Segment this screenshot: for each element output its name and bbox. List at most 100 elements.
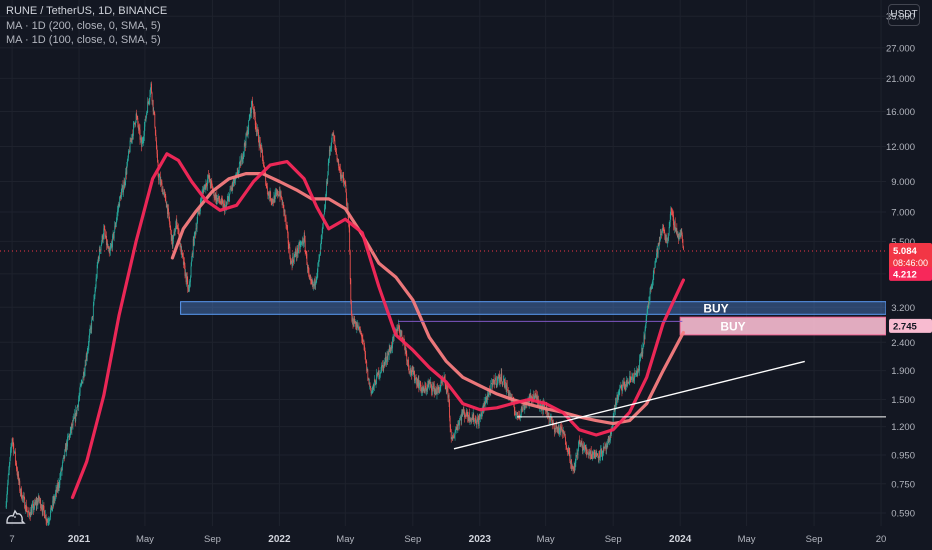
candle <box>215 194 217 201</box>
candle <box>439 387 441 389</box>
candle <box>21 497 23 500</box>
candle <box>140 138 141 140</box>
candle <box>358 326 359 330</box>
candle <box>163 192 164 195</box>
candle <box>282 202 284 206</box>
candle <box>203 189 205 192</box>
candle <box>306 253 308 265</box>
candle <box>440 381 442 383</box>
candle <box>509 392 510 394</box>
candle <box>132 124 134 136</box>
price-tick-label: 0.590 <box>891 508 915 519</box>
candle <box>271 200 273 202</box>
candle <box>466 410 468 416</box>
candle <box>537 396 538 403</box>
price-tick-label: 12.000 <box>886 142 915 153</box>
candle <box>317 261 319 264</box>
candle <box>360 332 362 335</box>
candle <box>96 277 98 279</box>
candle <box>499 374 500 383</box>
candle <box>663 229 665 231</box>
candle <box>291 261 293 266</box>
candle <box>373 379 375 387</box>
candle <box>494 382 496 385</box>
candle <box>646 309 648 315</box>
candle <box>136 116 138 119</box>
tradingview-logo-icon[interactable] <box>4 505 26 527</box>
candle <box>472 414 474 421</box>
ma200-legend[interactable]: MA · 1D (200, close, 0, SMA, 5) <box>6 19 161 32</box>
price-tick-label: 21.000 <box>886 74 915 85</box>
candle <box>117 210 118 216</box>
candle <box>171 235 173 241</box>
candle <box>678 233 679 240</box>
candle <box>436 388 438 395</box>
candle <box>67 436 68 447</box>
candle <box>139 129 141 140</box>
candle <box>313 284 315 287</box>
candle <box>426 389 428 390</box>
chart-legend: RUNE / TetherUS, 1D, BINANCE MA · 1D (20… <box>6 4 167 48</box>
candle <box>646 314 648 320</box>
ma100-legend[interactable]: MA · 1D (100, close, 0, SMA, 5) <box>6 34 161 46</box>
candle <box>282 202 284 205</box>
candle <box>268 192 269 197</box>
candle <box>66 442 67 453</box>
candle <box>308 272 310 276</box>
candle <box>547 413 549 416</box>
candle <box>422 387 424 390</box>
candle <box>26 511 28 512</box>
candle <box>278 194 280 196</box>
candle <box>469 418 471 421</box>
candle <box>192 238 194 255</box>
currency-badge[interactable]: USDT <box>888 4 920 26</box>
candle <box>446 385 448 392</box>
candle <box>294 251 296 256</box>
candle <box>589 451 591 455</box>
candle <box>366 361 368 372</box>
candle <box>360 330 362 333</box>
candle <box>7 474 9 484</box>
candle <box>239 160 241 163</box>
candle <box>209 175 211 182</box>
ma200-line <box>170 172 685 426</box>
time-tick-label: Sep <box>404 534 421 545</box>
candle <box>124 181 126 186</box>
time-axis[interactable]: 7 2021 May Sep 2022 May Sep 2023 May Sep 2024 May Se… <box>0 526 932 550</box>
candle <box>354 318 356 324</box>
candle <box>506 385 508 391</box>
candle <box>554 427 555 432</box>
time-tick-label: 2021 <box>68 534 91 545</box>
candle <box>118 203 119 209</box>
candle <box>629 376 631 383</box>
candle <box>384 357 386 361</box>
price-tick-label: 35.000 <box>886 12 915 23</box>
candle <box>307 266 309 269</box>
symbol-title[interactable]: RUNE / TetherUS, 1D, BINANCE <box>6 5 168 17</box>
candle <box>462 411 464 415</box>
candle <box>71 424 73 430</box>
candle <box>675 228 677 229</box>
candle <box>50 505 52 511</box>
candle <box>285 217 287 225</box>
candle <box>358 326 360 328</box>
candle <box>576 452 578 457</box>
candle <box>664 235 666 241</box>
candle <box>25 504 27 511</box>
candle <box>56 484 58 492</box>
candle <box>159 176 161 184</box>
candle <box>623 382 625 387</box>
candle <box>382 364 384 366</box>
candle <box>591 455 593 457</box>
candle <box>574 463 576 468</box>
candle <box>36 501 38 505</box>
candle <box>61 469 62 471</box>
candle <box>294 255 296 256</box>
candle <box>182 253 184 257</box>
candle <box>454 431 456 436</box>
candle <box>167 208 169 215</box>
candle <box>378 370 380 378</box>
candle <box>645 319 647 325</box>
candle <box>110 245 112 249</box>
